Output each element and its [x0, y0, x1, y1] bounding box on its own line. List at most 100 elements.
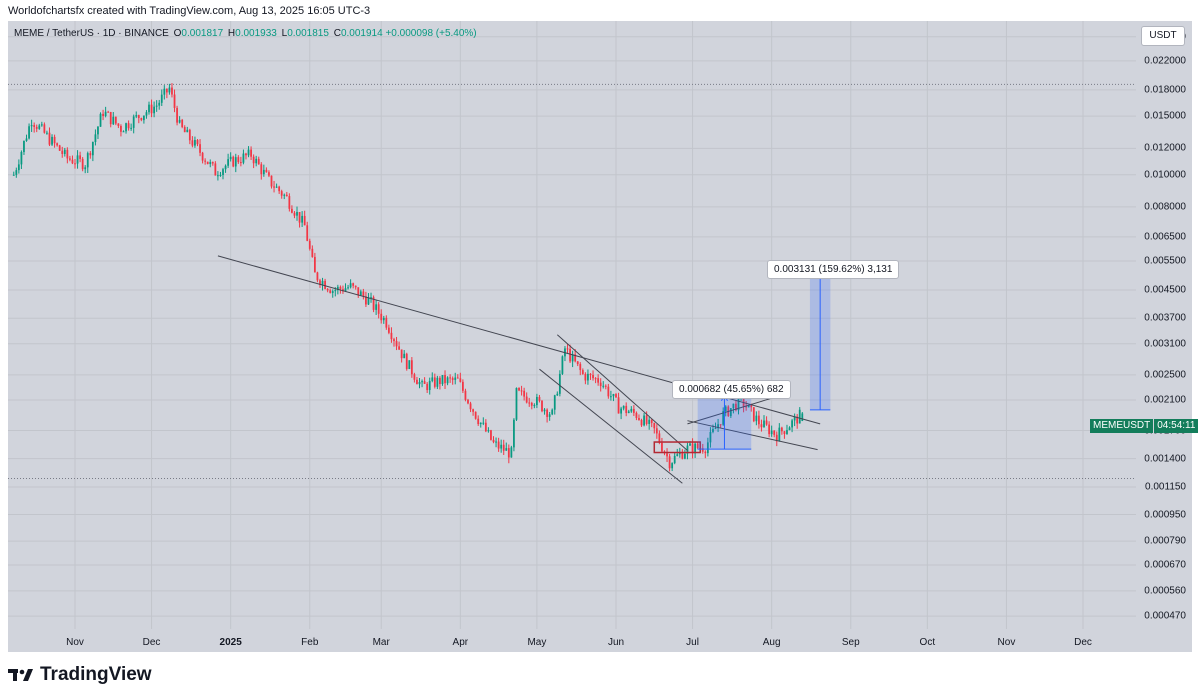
candle-up: [686, 445, 689, 454]
currency-button[interactable]: USDT: [1141, 26, 1185, 46]
candle-up: [331, 291, 334, 293]
candle-down: [69, 158, 71, 160]
candle-down: [615, 394, 617, 398]
candle-up: [421, 381, 423, 383]
high-label: H: [227, 28, 236, 39]
range-box: [653, 441, 701, 454]
candle-down: [71, 159, 74, 164]
tradingview-footer[interactable]: TradingView: [8, 664, 152, 686]
candle-up: [622, 405, 625, 409]
price-tick: 0.018000: [1144, 84, 1186, 96]
candle-up: [676, 454, 679, 456]
candle-up: [145, 112, 148, 116]
candle-up: [255, 158, 258, 164]
candle-up: [441, 375, 444, 385]
candle-down: [632, 408, 635, 413]
candle-up: [301, 215, 304, 223]
candle-down: [303, 215, 306, 226]
candle-down: [444, 375, 446, 384]
candle-down: [176, 107, 178, 123]
candle-up: [737, 396, 740, 411]
candle-up: [112, 116, 115, 125]
candle-up: [515, 387, 518, 420]
candle-down: [354, 285, 357, 288]
candle-up: [178, 119, 181, 123]
candle-down: [579, 364, 582, 371]
candle-up: [627, 411, 630, 414]
candle-down: [313, 256, 316, 273]
candle-down: [150, 104, 153, 114]
candle-down: [398, 346, 400, 350]
candle-up: [125, 123, 127, 132]
open-label: O: [173, 28, 182, 39]
candle-up: [798, 409, 801, 424]
time-axis[interactable]: Nov Dec 2025 Feb Mar Apr May Jun Jul Aug Sep Oct Nov…: [8, 629, 1136, 652]
measure-label-small[interactable]: 0.000682 (45.65%) 682: [672, 380, 791, 399]
candle-down: [433, 377, 436, 387]
time-tick: Aug: [762, 637, 781, 648]
symbol-name[interactable]: MEME / TetherUS · 1D · BINANCE: [14, 28, 169, 39]
candle-up: [671, 463, 674, 469]
candle-up: [793, 416, 796, 421]
candle-down: [472, 409, 474, 412]
measure-label-big[interactable]: 0.003131 (159.62%) 3,131: [767, 260, 900, 279]
chart-frame[interactable]: MEME / TetherUS · 1D · BINANCE O0.001817…: [8, 21, 1199, 652]
candle-up: [694, 443, 697, 454]
price-axis[interactable]: 0.0260000.0220000.0180000.0150000.012000…: [1136, 21, 1192, 652]
candle-up: [408, 360, 411, 369]
price-tick: 0.001400: [1144, 453, 1186, 465]
candle-up: [533, 405, 536, 407]
candle-down: [308, 240, 311, 249]
candle-down: [237, 157, 240, 163]
candle-up: [755, 415, 758, 422]
price-tick: 0.005500: [1144, 255, 1186, 267]
candle-up: [321, 280, 324, 286]
candle-down: [773, 430, 776, 435]
price-chart[interactable]: [8, 21, 1136, 629]
candle-up: [25, 138, 28, 141]
candle-down: [385, 317, 388, 328]
high-value: 0.001933: [235, 28, 277, 39]
trend-line: [687, 420, 818, 451]
plot-area[interactable]: MEME / TetherUS · 1D · BINANCE O0.001817…: [8, 21, 1136, 629]
candle-up: [370, 297, 372, 299]
candle-up: [724, 406, 727, 412]
candle-up: [648, 419, 651, 424]
candle-down: [329, 290, 332, 293]
candle-up: [446, 377, 449, 384]
candle-down: [268, 172, 270, 176]
candle-up: [403, 353, 406, 359]
price-tick: 0.000470: [1144, 610, 1186, 622]
candle-down: [393, 339, 395, 342]
candle-up: [709, 431, 712, 443]
candle-down: [137, 115, 140, 119]
candle-down: [293, 212, 296, 216]
price-tick: 0.000950: [1144, 509, 1186, 521]
candle-down: [201, 152, 204, 161]
candle-up: [242, 153, 245, 163]
time-tick: 2025: [219, 637, 242, 648]
candle-down: [461, 381, 464, 391]
candle-down: [760, 424, 763, 428]
candle-down: [719, 424, 722, 426]
candle-down: [456, 377, 459, 379]
candle-down: [467, 399, 469, 404]
candle-down: [191, 140, 194, 146]
candle-up: [717, 424, 719, 429]
candle-down: [538, 396, 541, 401]
candle-down: [188, 129, 191, 141]
candle-down: [742, 394, 745, 407]
candle-up: [40, 124, 43, 126]
price-tick: 0.003100: [1144, 338, 1186, 350]
price-tick: 0.015000: [1144, 110, 1186, 122]
candle-down: [298, 211, 301, 223]
candle-down: [56, 143, 59, 146]
candle-down: [165, 88, 168, 93]
candle-up: [336, 286, 339, 291]
candle-up: [706, 442, 709, 454]
candle-up: [482, 422, 485, 424]
candle-up: [168, 87, 171, 93]
candle-down: [372, 297, 375, 310]
time-tick: Oct: [919, 637, 936, 648]
candle-up: [689, 443, 691, 446]
